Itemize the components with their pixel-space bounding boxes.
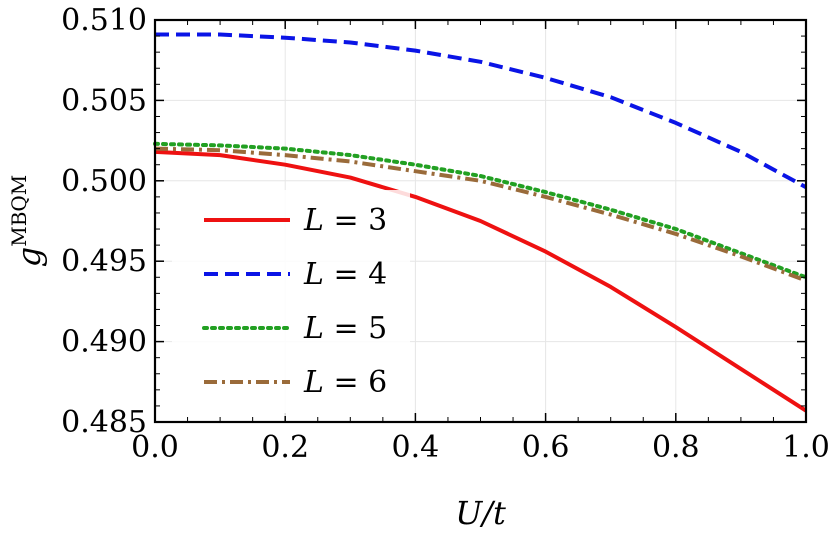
series-line-L6 bbox=[154, 146, 807, 283]
y-tick-label: 0.485 bbox=[61, 405, 147, 440]
legend: L = 3 L = 4 L = 5 L = 6 bbox=[172, 190, 410, 416]
y-tick-label: 0.490 bbox=[61, 325, 147, 360]
x-axis-label: U/t bbox=[455, 494, 506, 532]
x-tick-label: 0.4 bbox=[392, 430, 440, 465]
y-tick-label: 0.495 bbox=[61, 244, 147, 279]
y-axis-label-text: gMBQM bbox=[7, 175, 48, 268]
series-line-L3 bbox=[154, 149, 808, 413]
legend-label: L = 6 bbox=[303, 365, 387, 400]
legend-label: L = 3 bbox=[303, 203, 387, 238]
y-axis-label: gMBQM bbox=[7, 175, 48, 268]
legend-label: L = 5 bbox=[303, 311, 387, 346]
series-line-L5 bbox=[153, 141, 808, 280]
x-tick-label: 0.8 bbox=[652, 430, 700, 465]
legend-label: L = 4 bbox=[303, 257, 387, 292]
x-tick-label: 0.6 bbox=[522, 430, 570, 465]
x-tick-label: 1.0 bbox=[782, 430, 830, 465]
legend-box bbox=[172, 190, 410, 416]
y-tick-label: 0.510 bbox=[61, 3, 147, 38]
x-tick-label: 0.0 bbox=[131, 430, 179, 465]
plot-frame bbox=[153, 18, 808, 424]
y-tick-label: 0.505 bbox=[61, 83, 147, 118]
series-layer bbox=[153, 32, 808, 413]
series-line-L4 bbox=[155, 32, 807, 189]
x-tick-label: 0.2 bbox=[261, 430, 309, 465]
y-tick-label: 0.500 bbox=[61, 164, 147, 199]
